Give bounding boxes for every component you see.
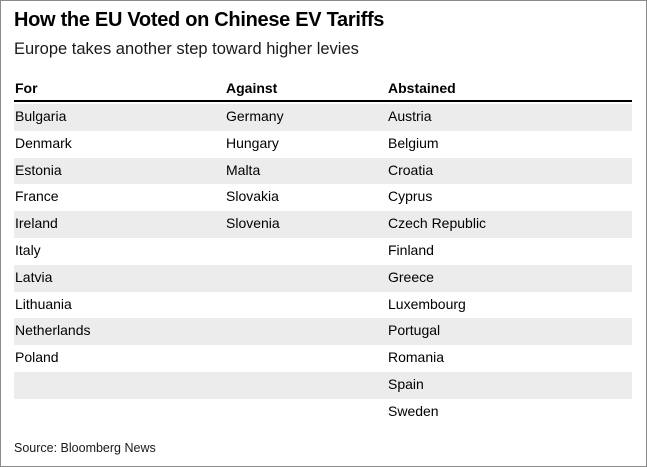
table-row: Sweden	[14, 399, 632, 426]
table-cell-for: Ireland	[15, 215, 58, 232]
table-cell-abstained: Austria	[388, 108, 432, 124]
table-row: Latvia Greece	[14, 264, 632, 292]
table-cell-abstained: Croatia	[388, 161, 434, 178]
table-cell-for: Lithuania	[15, 295, 72, 312]
column-header-against: Against	[226, 80, 278, 96]
table-cell-abstained: Luxembourg	[388, 295, 466, 312]
table-cell-abstained: Portugal	[388, 322, 441, 339]
table-subtitle: Europe takes another step toward higher …	[14, 40, 359, 58]
column-header-for: For	[15, 80, 38, 96]
table-cell-against: Hungary	[226, 134, 279, 151]
table-cell-against: Malta	[226, 161, 261, 178]
table-row: Poland Romania	[14, 345, 632, 372]
table-row: Denmark Hungary Belgium	[14, 131, 632, 158]
table-cell-for: Poland	[15, 349, 59, 366]
table-cell-for: Denmark	[15, 134, 72, 151]
table-cell-for: Bulgaria	[15, 108, 67, 124]
table-cell-abstained: Romania	[388, 349, 445, 366]
table-cell-against: Slovakia	[226, 188, 279, 205]
table-cell-for: Italy	[15, 241, 41, 258]
table-row: Ireland Slovenia Czech Republic	[14, 211, 632, 238]
table-cell-for: Estonia	[15, 161, 62, 178]
table-title: How the EU Voted on Chinese EV Tariffs	[14, 9, 385, 31]
table-cell-abstained: Greece	[388, 268, 434, 285]
table-row: Netherlands Portugal	[14, 318, 632, 346]
table-row: Spain	[14, 371, 632, 399]
table-body: Bulgaria Germany Austria Denmark Hungary Belg…	[14, 104, 632, 426]
table-cell-for: France	[15, 188, 59, 205]
table-header: For Against Abstained	[14, 78, 632, 102]
table-row: France Slovakia Cyprus	[14, 184, 632, 211]
table-cell-abstained: Spain	[388, 375, 424, 392]
table-row: Italy Finland	[14, 238, 632, 265]
table-cell-abstained: Finland	[388, 241, 434, 258]
source-note: Source: Bloomberg News	[14, 441, 156, 455]
table-cell-against: Germany	[226, 108, 284, 124]
table-row: Bulgaria Germany Austria	[14, 104, 632, 131]
table-cell-against: Slovenia	[226, 215, 280, 232]
table-cell-for: Netherlands	[15, 322, 91, 339]
table-cell-abstained: Belgium	[388, 134, 439, 151]
table-cell-abstained: Sweden	[388, 402, 439, 419]
column-header-abstained: Abstained	[388, 80, 456, 96]
table-cell-for: Latvia	[15, 268, 53, 285]
table-cell-abstained: Cyprus	[388, 188, 433, 205]
table-row: Lithuania Luxembourg	[14, 292, 632, 319]
table-cell-abstained: Czech Republic	[388, 215, 487, 232]
table-row: Estonia Malta Croatia	[14, 157, 632, 185]
